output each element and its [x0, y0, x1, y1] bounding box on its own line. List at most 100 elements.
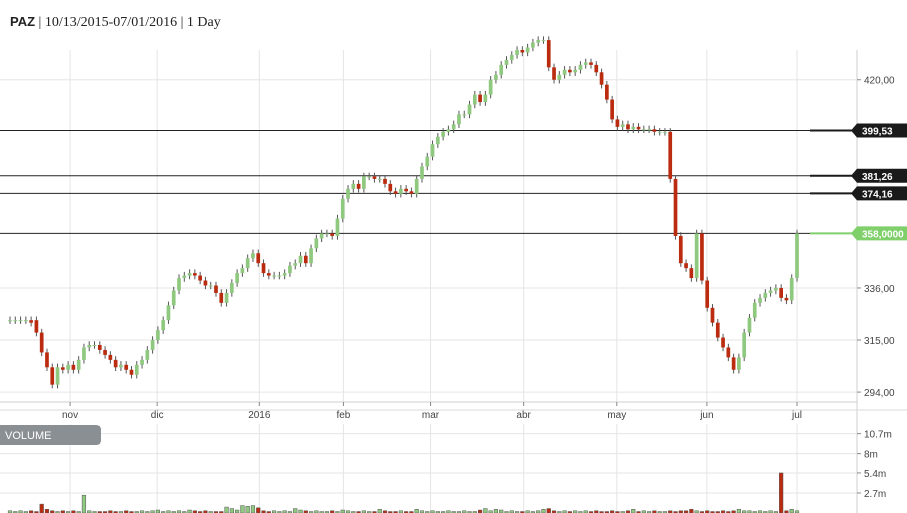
candle-body — [92, 344, 97, 346]
candle-body — [45, 352, 49, 368]
candle-body — [60, 367, 65, 370]
candle-body — [219, 292, 224, 303]
candle-body — [171, 290, 176, 306]
level-lines — [0, 129, 857, 234]
candle-body — [409, 191, 414, 194]
date-tick-label: mar — [422, 410, 440, 421]
candle-body — [451, 124, 456, 130]
candle-body — [208, 285, 213, 287]
candle-body — [504, 59, 509, 65]
grid-layer — [0, 50, 907, 513]
level-badge — [851, 168, 907, 183]
volume-bar — [546, 508, 551, 513]
candle-body — [23, 320, 28, 322]
candle-body — [705, 280, 710, 308]
candle-body — [488, 79, 493, 95]
candle-body — [721, 337, 725, 348]
candle-body — [573, 69, 578, 73]
volume-bar — [256, 507, 261, 513]
candle-body — [536, 40, 541, 43]
candle-body — [71, 364, 76, 370]
candle-body — [372, 176, 377, 179]
candle-body — [166, 305, 171, 321]
candle-body — [261, 263, 266, 274]
candle-body — [531, 42, 535, 48]
volume-bar — [779, 472, 784, 513]
candle-body — [251, 253, 255, 259]
candle-body — [377, 178, 382, 180]
candle-body — [494, 74, 498, 80]
volume-tick-label: 2.7m — [864, 489, 886, 500]
candle-body — [605, 84, 609, 100]
date-tick-label: may — [607, 410, 626, 421]
candle-body — [150, 340, 155, 350]
level-badge-label: 399,53 — [862, 126, 893, 137]
candle-body — [599, 72, 604, 85]
candle-body — [768, 290, 773, 293]
candle-body — [325, 233, 329, 235]
candle-body — [694, 233, 699, 279]
candle-body — [710, 307, 715, 323]
candle-body — [752, 302, 757, 318]
candle-body — [229, 283, 234, 293]
level-badge-label: 381,26 — [862, 172, 893, 183]
candle-body — [187, 273, 192, 276]
candle-body — [737, 357, 741, 370]
candle-body — [583, 62, 588, 65]
candle-body — [124, 364, 129, 370]
candle-body — [13, 320, 18, 322]
candle-body — [435, 136, 440, 145]
candle-body — [393, 191, 398, 194]
volume-panel: 10.7m 8m 5.4m 2.7m VOLUME — [0, 425, 892, 513]
candle-body — [404, 188, 408, 192]
candle-body — [319, 233, 324, 239]
volume-tick-label: 5.4m — [864, 469, 886, 480]
candle-body — [467, 104, 472, 115]
candle-body — [388, 183, 393, 192]
candle-body — [784, 297, 789, 301]
candle-body — [546, 40, 551, 68]
volume-bar — [293, 508, 298, 513]
candle-body — [636, 126, 641, 130]
date-tick-label: abr — [516, 410, 531, 421]
candle-body — [18, 320, 23, 322]
price-tick-label: 294,00 — [864, 388, 895, 399]
candle-body — [430, 144, 435, 157]
volume-bar — [789, 509, 794, 513]
volume-bar — [541, 509, 546, 513]
candle-body — [340, 198, 345, 219]
candle-body — [472, 94, 477, 105]
candle-body — [66, 364, 70, 370]
volume-tick-label: 10.7m — [864, 430, 892, 441]
level-badge — [851, 123, 907, 138]
price-tick-label: 420,00 — [864, 76, 895, 87]
candle-body — [34, 320, 39, 333]
candle-body — [509, 54, 514, 60]
date-tick-label: 2016 — [248, 410, 271, 421]
volume-label: VOLUME — [5, 430, 51, 442]
candle-body — [483, 94, 488, 103]
candle-body — [541, 40, 546, 42]
candle-body — [626, 124, 630, 130]
candle-body — [620, 124, 625, 127]
candle-body — [668, 131, 673, 179]
candle-body — [578, 64, 583, 70]
price-tick-label: 315,00 — [864, 336, 895, 347]
candle-body — [462, 114, 467, 116]
candle-body — [203, 280, 208, 286]
candle-body — [140, 359, 144, 365]
candle-body — [779, 287, 784, 298]
level-badge — [851, 226, 907, 241]
candle-body — [145, 349, 150, 360]
candle-body — [113, 359, 118, 368]
candle-body — [700, 233, 704, 281]
date-tick-label: jun — [699, 410, 713, 421]
volume-bar — [493, 509, 499, 513]
candle-body — [351, 183, 356, 189]
volume-bar — [224, 506, 229, 513]
candle-body — [795, 233, 799, 279]
candle-body — [615, 119, 620, 127]
candle-body — [367, 176, 372, 178]
volume-bar — [736, 509, 741, 513]
